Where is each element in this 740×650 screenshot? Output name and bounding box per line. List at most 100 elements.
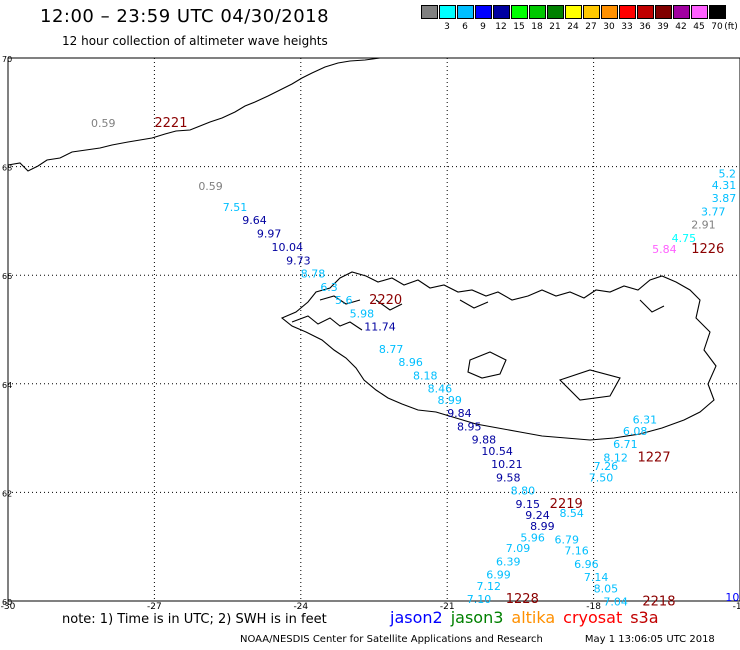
legend-swatch (655, 5, 672, 19)
wave-height-label: 6.96 (574, 558, 599, 571)
wave-height-label: 2.91 (691, 219, 716, 232)
page-title: 12:00 – 23:59 UTC 04/30/2018 (40, 6, 330, 27)
wave-height-label: 10.21 (491, 458, 523, 471)
wave-height-label: 7.51 (223, 201, 248, 214)
wave-height-label: 9.97 (257, 228, 282, 241)
legend-swatch (565, 5, 582, 19)
legend-label: 12 (495, 22, 507, 32)
longitude-tick-label: -21 (440, 602, 455, 612)
wave-height-label: 4.31 (712, 179, 737, 192)
legend-label: 24 (567, 22, 579, 32)
latitude-tick-label: 62 (2, 489, 12, 498)
legend-swatch (547, 5, 564, 19)
wave-height-label: 3.87 (712, 192, 737, 205)
wave-height-label: 3.77 (701, 205, 726, 218)
wave-height-label: 5.6 (335, 294, 353, 307)
wave-height-label: 8.05 (594, 582, 619, 595)
longitude-tick-label: -15 (733, 602, 740, 612)
wave-height-label: 10.54 (481, 445, 513, 458)
wave-height-label: 7.14 (584, 571, 609, 584)
interior-glacier-outline (467, 351, 621, 401)
wave-height-label: 9.73 (286, 254, 311, 267)
legend-swatch (439, 5, 456, 19)
satellite-jason3: jason3 (450, 608, 504, 627)
wave-height-label: 8.99 (437, 394, 462, 407)
satellite-cryosat: cryosat (563, 608, 623, 627)
wave-height-label: 8.80 (511, 485, 536, 498)
legend-label: 30 (603, 22, 615, 32)
wave-height-label: 0.59 (198, 180, 223, 193)
satellite-s3a: s3a (630, 608, 659, 627)
longitude-tick-label: -24 (293, 602, 308, 612)
wave-height-label: 6.39 (496, 556, 521, 569)
legend-label: 45 (693, 22, 705, 32)
legend-label: 18 (531, 22, 543, 32)
legend-swatch (673, 5, 690, 19)
page-subtitle: 12 hour collection of altimeter wave hei… (62, 34, 328, 48)
wave-height-label: 6.08 (623, 425, 648, 438)
longitude-tick-label: -18 (586, 602, 601, 612)
legend-label: 36 (639, 22, 651, 32)
legend-label: 27 (585, 22, 597, 32)
iceland-coastline (280, 271, 717, 441)
wave-height-label: 8.12 (603, 451, 628, 464)
wave-height-label: 7.10 (467, 593, 492, 606)
legend-label: 33 (621, 22, 633, 32)
wave-height-label: 11.74 (364, 321, 396, 334)
wave-height-label: 8.77 (379, 343, 404, 356)
wave-height-label: 10 (725, 591, 739, 604)
pass-time-label: 2218 (642, 594, 675, 609)
legend-label: 15 (513, 22, 525, 32)
wave-height-label: 5.96 (520, 531, 545, 544)
greenland-coastline (7, 57, 381, 172)
wave-height-label: 6.3 (320, 281, 338, 294)
satellite-jason2: jason2 (390, 608, 443, 627)
wave-height-label: 6.79 (555, 533, 580, 546)
wave-height-label: 4.75 (672, 232, 697, 245)
wave-height-label: 6.31 (633, 413, 658, 426)
legend-label: 42 (675, 22, 687, 32)
legend-swatch (421, 5, 438, 19)
wave-height-label: 9.58 (496, 472, 521, 485)
legend-unit: (ft) (724, 22, 738, 32)
wave-height-label: 7.50 (589, 472, 614, 485)
wave-height-label: 8.95 (457, 420, 482, 433)
pass-time-label: 2221 (154, 116, 187, 131)
legend-swatch (601, 5, 618, 19)
legend-label: 6 (462, 22, 468, 32)
wave-height-label: 8.96 (398, 356, 423, 369)
legend-label: 3 (444, 22, 450, 32)
wave-height-label: 6.71 (613, 438, 638, 451)
wave-height-label: 8.46 (428, 382, 453, 395)
legend-swatch (475, 5, 492, 19)
pass-time-label: 1226 (691, 242, 724, 257)
wave-height-label: 5.98 (350, 308, 375, 321)
wave-height-label: 7.26 (594, 460, 619, 473)
coastline (7, 57, 717, 441)
legend-swatch (619, 5, 636, 19)
credit-footer: NOAA/NESDIS Center for Satellite Applica… (240, 634, 715, 645)
satellite-altika: altika (511, 608, 556, 627)
latitude-tick-label: 68 (2, 164, 12, 173)
wave-height-label: 8.78 (301, 267, 326, 280)
iceland-fjords (291, 295, 665, 331)
wave-observations: 0.59 22210.597.519.649.9710.049.738.786.3… (91, 116, 739, 609)
legend-swatch (493, 5, 510, 19)
pass-time-label: 1228 (506, 592, 539, 607)
satellite-legend: jason2 jason3 altika cryosat s3a (390, 608, 667, 627)
wave-height-label: 8.18 (413, 369, 438, 382)
pass-time-label: 1227 (638, 450, 671, 465)
wave-height-label: 5.2 (719, 167, 737, 180)
wave-height-label: 5.84 (652, 243, 677, 256)
legend-swatch (457, 5, 474, 19)
wave-height-label: 7.09 (506, 542, 531, 555)
wave-height-label: 9.88 (472, 434, 497, 447)
wave-height-label: 7.04 (603, 595, 628, 608)
wave-height-label: 8.99 (530, 520, 555, 533)
wave-height-label: 9.84 (447, 407, 472, 420)
map-frame (7, 57, 740, 602)
latitude-tick-label: 64 (2, 381, 12, 390)
wave-height-label: 0.59 (91, 117, 116, 130)
legend-label: 21 (549, 22, 561, 32)
legend-swatch (529, 5, 546, 19)
